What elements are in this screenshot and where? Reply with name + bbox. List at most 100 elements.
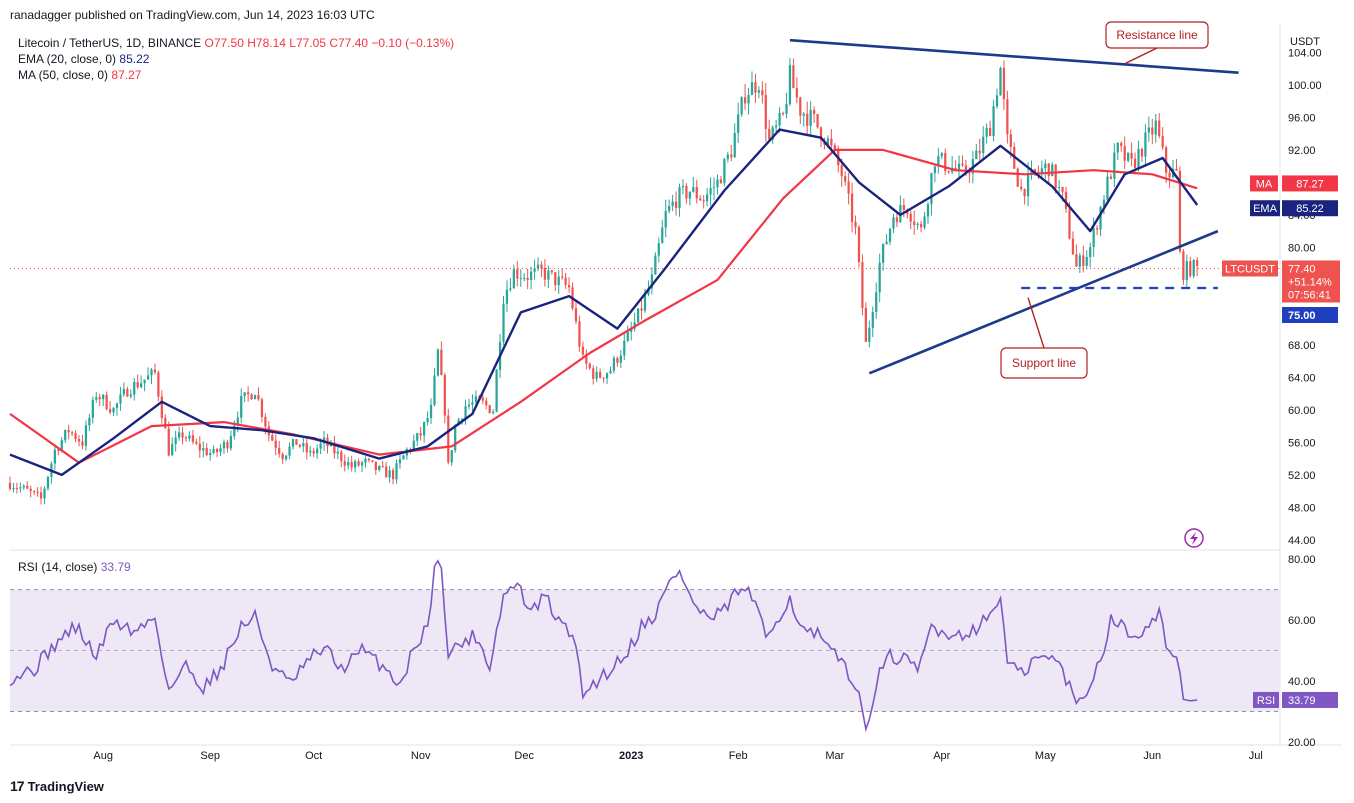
candle-body xyxy=(599,371,602,378)
candle-body xyxy=(957,163,961,170)
candle xyxy=(1123,136,1126,170)
candle xyxy=(995,88,999,109)
candle-body xyxy=(1051,164,1054,177)
candle xyxy=(957,155,961,179)
candle xyxy=(543,259,547,287)
candle-body xyxy=(1044,163,1047,169)
ma-badge-tag-text: MA xyxy=(1256,178,1273,190)
lightning-icon[interactable] xyxy=(1184,528,1204,548)
rsi-axis-ticks: 80.00 60.00 40.00 20.00 xyxy=(1288,554,1316,749)
candle xyxy=(640,299,643,320)
ma-badge: MA 87.27 xyxy=(1250,175,1338,192)
candle-body xyxy=(561,276,564,278)
candle-body xyxy=(443,374,446,416)
candle-body xyxy=(247,392,250,395)
candle-body xyxy=(215,449,219,453)
candle-body xyxy=(257,395,260,400)
candle xyxy=(385,462,388,478)
time-tick-label: Jun xyxy=(1143,750,1161,762)
candle-body xyxy=(647,288,650,295)
candle-body xyxy=(512,269,515,289)
candle xyxy=(781,111,785,117)
support-line xyxy=(868,229,1219,375)
candle-body xyxy=(212,449,215,453)
candle-body xyxy=(105,394,108,410)
candle xyxy=(785,92,788,119)
candle-body xyxy=(595,371,598,379)
candle-body xyxy=(1137,148,1140,169)
candle xyxy=(298,444,302,449)
ma-badge-tag xyxy=(1250,175,1278,192)
candle xyxy=(240,388,243,424)
candle-body xyxy=(350,462,353,468)
candle xyxy=(926,201,930,224)
candle xyxy=(1095,225,1099,236)
candle-body xyxy=(174,437,177,445)
candle xyxy=(871,306,874,338)
candle-body xyxy=(1058,187,1061,189)
candle-body xyxy=(1095,228,1099,230)
candle xyxy=(705,188,709,207)
candle xyxy=(388,465,391,483)
candle-body xyxy=(940,152,943,157)
candle xyxy=(1137,140,1140,172)
candle xyxy=(809,101,812,135)
candle-body xyxy=(640,308,643,311)
candle xyxy=(985,123,988,144)
candle xyxy=(975,144,978,160)
candle xyxy=(212,445,215,455)
candle xyxy=(347,456,350,470)
candle-body xyxy=(1068,208,1071,239)
candle-body xyxy=(495,369,498,412)
candle-body xyxy=(740,97,743,115)
candle-body xyxy=(1016,168,1019,187)
time-tick-label: 2023 xyxy=(619,750,643,762)
candle-body xyxy=(605,373,609,379)
candle xyxy=(612,355,616,374)
candle xyxy=(495,368,498,413)
candle xyxy=(36,487,39,497)
candle-body xyxy=(115,403,119,409)
candle xyxy=(357,458,360,467)
candle-body xyxy=(802,113,805,116)
candle xyxy=(516,261,519,287)
candle xyxy=(771,125,774,144)
candle xyxy=(585,349,588,370)
candle xyxy=(70,430,74,437)
candle-body xyxy=(302,443,305,447)
candle-body xyxy=(550,270,553,273)
candle xyxy=(398,454,402,469)
candle xyxy=(229,430,232,451)
candle-body xyxy=(726,154,729,160)
candle-body xyxy=(995,95,999,107)
candle-body xyxy=(685,185,688,199)
price-tick-label: 64.00 xyxy=(1288,372,1316,384)
resistance-line xyxy=(789,38,1239,74)
candle xyxy=(523,273,526,282)
candle-body xyxy=(67,429,70,433)
candle xyxy=(150,367,153,384)
candle-body xyxy=(53,449,56,464)
candle-body xyxy=(333,442,336,454)
candle-body xyxy=(77,439,81,442)
candle xyxy=(561,268,564,280)
candle-body xyxy=(695,186,698,199)
candle-body xyxy=(233,425,236,437)
candles xyxy=(8,57,1199,505)
candle-body xyxy=(1089,247,1092,257)
candle-body xyxy=(84,425,88,446)
candle-body xyxy=(516,269,519,279)
candle-body xyxy=(381,466,384,468)
candle-body xyxy=(768,128,771,140)
ema20-line xyxy=(9,128,1199,477)
candle xyxy=(43,486,46,505)
candle xyxy=(554,271,557,292)
candle-body xyxy=(371,460,374,462)
candle xyxy=(854,215,857,235)
candle xyxy=(616,356,619,367)
candle-body xyxy=(205,448,208,456)
tradingview-logo[interactable]: 17 TradingView xyxy=(10,778,104,794)
rsi-value: 33.79 xyxy=(100,560,131,574)
candle-body xyxy=(1002,67,1006,100)
